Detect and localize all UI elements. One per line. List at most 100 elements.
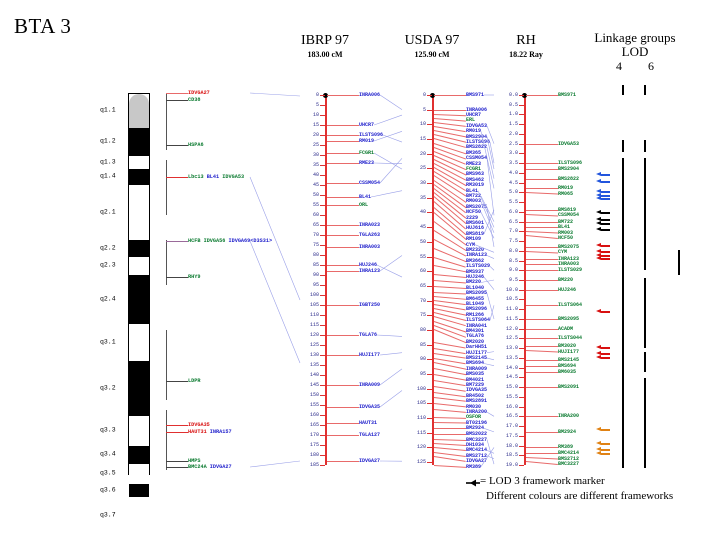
map-marker-label[interactable]: UHCR7 [359, 122, 375, 128]
map-marker-label[interactable]: INRA041 [466, 322, 488, 329]
map-marker-label[interactable]: BM220 [558, 277, 574, 283]
map-marker-label[interactable]: CSSM054 [466, 155, 488, 162]
map-marker-label[interactable]: HUJ616 [466, 225, 485, 232]
map-marker-label[interactable]: BT02196 [466, 419, 488, 426]
map-marker-label[interactable]: BMS2904 [558, 166, 580, 172]
map-marker-label[interactable]: RM065 [558, 190, 574, 197]
map-marker-label[interactable]: BMS2075 [558, 243, 580, 250]
map-marker-label[interactable]: BMS2822 [466, 144, 488, 151]
map-marker-label[interactable]: ORL [359, 202, 369, 208]
map-marker-label[interactable]: RM019 [466, 128, 482, 135]
map-marker-label[interactable]: IDVGA53 [466, 122, 488, 129]
map-marker-label[interactable]: BMC4214 [466, 447, 488, 454]
map-marker-label[interactable]: BMS2822 [558, 175, 580, 182]
map-marker-label[interactable]: TGLA76 [466, 333, 485, 340]
map-marker-label[interactable]: RME23 [359, 160, 375, 166]
map-marker-label[interactable]: BMC4214 [558, 450, 580, 457]
map-marker-label[interactable]: BMS2145 [466, 355, 488, 362]
map-marker-label[interactable]: ILSTS096 [558, 160, 583, 167]
map-marker-label[interactable]: ILSTS044 [558, 335, 583, 342]
map-marker-label[interactable]: ILSTS096 [359, 132, 384, 138]
map-marker-label[interactable]: RME23 [466, 160, 482, 167]
map-marker-label[interactable]: BM2924 [558, 428, 577, 435]
map-marker-label[interactable]: UHCR7 [466, 112, 482, 119]
map-marker-label[interactable]: ERL [466, 117, 476, 124]
map-marker-label[interactable]: BM6035 [558, 368, 577, 375]
map-marker-label[interactable]: RM019 [558, 185, 574, 192]
map-marker-label[interactable]: BMS937 [466, 268, 485, 275]
map-marker-label[interactable]: BM2924 [466, 425, 485, 432]
map-marker-label[interactable]: NCF50 [558, 235, 574, 242]
map-marker-label[interactable]: ILSTS029 [558, 267, 583, 274]
map-marker-label[interactable]: ILSTS096 [466, 139, 491, 146]
map-marker-label[interactable]: BMS971 [558, 92, 577, 98]
map-marker-label[interactable]: RM389 [466, 463, 482, 470]
map-marker-label[interactable]: ILSTS029 [466, 263, 491, 270]
map-marker-label[interactable]: RM030 [466, 403, 482, 410]
map-marker-label[interactable]: RM389 [558, 444, 574, 451]
map-marker-label[interactable]: BMS971 [466, 92, 485, 98]
map-marker-label[interactable]: BM3662 [466, 257, 485, 264]
map-marker-label[interactable]: CSSM054 [558, 212, 580, 219]
map-marker-label[interactable]: HUJ246 [359, 262, 378, 268]
map-marker-label[interactable]: BM3020 [558, 343, 577, 350]
map-marker-label[interactable]: BMS963 [466, 171, 485, 178]
map-marker-label[interactable]: RM109 [466, 236, 482, 243]
map-marker-label[interactable]: TGLA127 [359, 432, 381, 438]
map-marker-label[interactable]: BM4021 [466, 376, 485, 383]
map-marker-label[interactable]: BMC3227 [558, 461, 580, 468]
map-marker-label[interactable]: HUJ246 [558, 286, 577, 293]
map-marker-label[interactable]: HUJI177 [359, 352, 381, 358]
map-marker-label[interactable]: INRA009 [466, 365, 488, 372]
map-marker-label[interactable]: BMS2891 [466, 398, 488, 405]
map-marker-label[interactable]: IDVGA27 [359, 458, 381, 464]
map-marker-label[interactable]: BM4301 [466, 328, 485, 335]
map-marker-label[interactable]: OSFOR [466, 414, 482, 421]
map-marker-label[interactable]: BL1049 [466, 301, 485, 308]
map-marker-label[interactable]: HUJ246 [466, 274, 485, 281]
map-marker-label[interactable]: BMS2145 [558, 356, 580, 363]
map-marker-label[interactable]: BMS819 [466, 230, 485, 237]
map-marker-label[interactable]: BL41 [558, 224, 571, 231]
map-marker-label[interactable]: BL1040 [466, 284, 485, 291]
map-marker-label[interactable]: BM6455 [466, 295, 485, 302]
map-marker-label[interactable]: BL41 [359, 194, 372, 200]
map-marker-label[interactable]: IDVGA27 [466, 458, 488, 465]
map-marker-label[interactable]: BMC3227 [466, 436, 488, 443]
map-marker-label[interactable]: DH1034 [466, 441, 485, 448]
map-marker-label[interactable]: BMS2904 [466, 133, 488, 140]
map-marker-label[interactable]: DarHH51 [466, 344, 488, 351]
map-marker-label[interactable]: BL41 [466, 187, 479, 194]
map-marker-label[interactable]: ILSTS064 [466, 317, 491, 324]
map-marker-label[interactable]: BMS694 [466, 360, 485, 367]
map-marker-label[interactable]: INRA003 [359, 244, 381, 250]
map-marker-label[interactable]: BMS462 [466, 176, 485, 183]
map-marker-label[interactable]: BMS2091 [558, 384, 580, 391]
map-marker-label[interactable]: TGLA263 [359, 232, 381, 238]
map-marker-label[interactable]: CSSM054 [359, 180, 381, 186]
map-marker-label[interactable]: BMS2095 [558, 315, 580, 322]
map-marker-label[interactable]: INRA123 [359, 268, 381, 274]
map-marker-label[interactable]: BM722 [466, 193, 482, 200]
map-marker-label[interactable]: BMS2095 [466, 290, 488, 297]
map-marker-label[interactable]: BM220 [466, 279, 482, 286]
chromosome-ideogram[interactable] [128, 93, 150, 535]
map-marker-label[interactable]: IGBT250 [359, 302, 381, 308]
map-marker-label[interactable]: RM3019 [466, 182, 485, 189]
map-marker-label[interactable]: INRA123 [558, 255, 580, 262]
map-marker-label[interactable]: BMS2712 [466, 452, 488, 459]
map-marker-label[interactable]: BMS694 [558, 362, 577, 369]
map-marker-label[interactable]: BMS2075 [466, 203, 488, 210]
map-marker-label[interactable]: CYM [558, 249, 568, 256]
map-marker-label[interactable]: FCGR1 [466, 166, 482, 173]
map-marker-label[interactable]: HAUT31 [359, 420, 378, 426]
map-marker-label[interactable]: 2229 [466, 214, 479, 221]
map-marker-label[interactable]: BMS2712 [558, 455, 580, 462]
map-marker-label[interactable]: IDVGA35 [359, 404, 381, 410]
map-marker-label[interactable]: RM019 [359, 138, 375, 144]
map-marker-label[interactable]: INRA023 [359, 222, 381, 228]
map-marker-label[interactable]: FCGR1 [359, 150, 375, 156]
map-marker-label[interactable]: ILSTS064 [558, 302, 583, 309]
map-marker-label[interactable]: RM1266 [466, 311, 485, 318]
map-marker-label[interactable]: INRA200 [466, 409, 488, 416]
